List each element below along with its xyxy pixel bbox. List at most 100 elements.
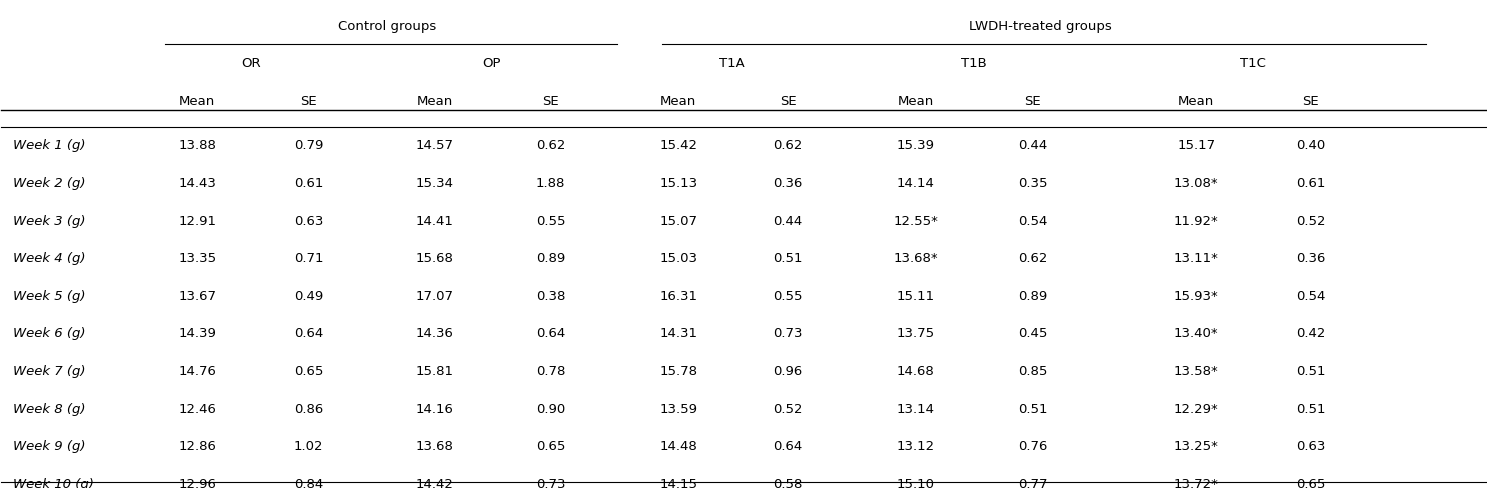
Text: 0.54: 0.54 xyxy=(1019,214,1048,227)
Text: 0.61: 0.61 xyxy=(1295,177,1325,189)
Text: 12.96: 12.96 xyxy=(178,477,216,488)
Text: 0.36: 0.36 xyxy=(773,177,803,189)
Text: 15.11: 15.11 xyxy=(897,289,935,302)
Text: 13.11*: 13.11* xyxy=(1173,252,1219,264)
Text: 15.17: 15.17 xyxy=(1178,139,1215,152)
Text: 15.81: 15.81 xyxy=(416,364,454,377)
Text: T1B: T1B xyxy=(961,57,986,70)
Text: 0.71: 0.71 xyxy=(294,252,323,264)
Text: 0.58: 0.58 xyxy=(773,477,803,488)
Text: 14.41: 14.41 xyxy=(416,214,454,227)
Text: 0.84: 0.84 xyxy=(294,477,323,488)
Text: 0.64: 0.64 xyxy=(773,439,803,452)
Text: 15.13: 15.13 xyxy=(659,177,697,189)
Text: 15.10: 15.10 xyxy=(897,477,935,488)
Text: Week 8 (g): Week 8 (g) xyxy=(13,402,86,415)
Text: 15.39: 15.39 xyxy=(897,139,935,152)
Text: Week 1 (g): Week 1 (g) xyxy=(13,139,86,152)
Text: 14.14: 14.14 xyxy=(897,177,935,189)
Text: 0.36: 0.36 xyxy=(1295,252,1325,264)
Text: 14.39: 14.39 xyxy=(178,326,216,340)
Text: 0.35: 0.35 xyxy=(1019,177,1048,189)
Text: 0.85: 0.85 xyxy=(1019,364,1048,377)
Text: 14.42: 14.42 xyxy=(416,477,454,488)
Text: 0.89: 0.89 xyxy=(1019,289,1047,302)
Text: 0.44: 0.44 xyxy=(1019,139,1047,152)
Text: 0.55: 0.55 xyxy=(535,214,565,227)
Text: Mean: Mean xyxy=(660,95,696,108)
Text: 14.16: 14.16 xyxy=(416,402,454,415)
Text: 14.15: 14.15 xyxy=(659,477,697,488)
Text: Week 5 (g): Week 5 (g) xyxy=(13,289,86,302)
Text: 0.62: 0.62 xyxy=(535,139,565,152)
Text: SE: SE xyxy=(543,95,559,108)
Text: 0.96: 0.96 xyxy=(773,364,803,377)
Text: 12.91: 12.91 xyxy=(178,214,216,227)
Text: 14.68: 14.68 xyxy=(897,364,934,377)
Text: 12.55*: 12.55* xyxy=(894,214,938,227)
Text: SE: SE xyxy=(300,95,317,108)
Text: 14.57: 14.57 xyxy=(416,139,454,152)
Text: 11.92*: 11.92* xyxy=(1173,214,1218,227)
Text: 0.44: 0.44 xyxy=(773,214,803,227)
Text: 13.58*: 13.58* xyxy=(1173,364,1218,377)
Text: 0.38: 0.38 xyxy=(535,289,565,302)
Text: 13.75: 13.75 xyxy=(897,326,935,340)
Text: 14.43: 14.43 xyxy=(178,177,216,189)
Text: 13.35: 13.35 xyxy=(178,252,217,264)
Text: 1.88: 1.88 xyxy=(535,177,565,189)
Text: 13.40*: 13.40* xyxy=(1173,326,1218,340)
Text: 0.51: 0.51 xyxy=(773,252,803,264)
Text: Week 7 (g): Week 7 (g) xyxy=(13,364,86,377)
Text: 13.25*: 13.25* xyxy=(1173,439,1219,452)
Text: 12.86: 12.86 xyxy=(178,439,216,452)
Text: SE: SE xyxy=(1025,95,1041,108)
Text: Week 10 (g): Week 10 (g) xyxy=(13,477,94,488)
Text: 0.62: 0.62 xyxy=(773,139,803,152)
Text: 0.76: 0.76 xyxy=(1019,439,1048,452)
Text: Mean: Mean xyxy=(416,95,454,108)
Text: 14.48: 14.48 xyxy=(659,439,697,452)
Text: 15.78: 15.78 xyxy=(659,364,697,377)
Text: 0.65: 0.65 xyxy=(294,364,323,377)
Text: 14.31: 14.31 xyxy=(659,326,697,340)
Text: 0.78: 0.78 xyxy=(535,364,565,377)
Text: 13.72*: 13.72* xyxy=(1173,477,1219,488)
Text: 0.64: 0.64 xyxy=(535,326,565,340)
Text: Week 3 (g): Week 3 (g) xyxy=(13,214,86,227)
Text: 0.89: 0.89 xyxy=(535,252,565,264)
Text: 13.68*: 13.68* xyxy=(894,252,938,264)
Text: Week 2 (g): Week 2 (g) xyxy=(13,177,86,189)
Text: 0.79: 0.79 xyxy=(294,139,323,152)
Text: 1.02: 1.02 xyxy=(294,439,323,452)
Text: 0.54: 0.54 xyxy=(1295,289,1325,302)
Text: 0.42: 0.42 xyxy=(1295,326,1325,340)
Text: Week 9 (g): Week 9 (g) xyxy=(13,439,86,452)
Text: 0.52: 0.52 xyxy=(773,402,803,415)
Text: 13.59: 13.59 xyxy=(659,402,697,415)
Text: 0.65: 0.65 xyxy=(535,439,565,452)
Text: 15.03: 15.03 xyxy=(659,252,697,264)
Text: 0.62: 0.62 xyxy=(1019,252,1048,264)
Text: 14.36: 14.36 xyxy=(416,326,454,340)
Text: 15.93*: 15.93* xyxy=(1173,289,1218,302)
Text: Week 4 (g): Week 4 (g) xyxy=(13,252,86,264)
Text: Mean: Mean xyxy=(1178,95,1215,108)
Text: 0.49: 0.49 xyxy=(294,289,323,302)
Text: 12.29*: 12.29* xyxy=(1173,402,1218,415)
Text: Mean: Mean xyxy=(898,95,934,108)
Text: 12.46: 12.46 xyxy=(178,402,216,415)
Text: 0.52: 0.52 xyxy=(1295,214,1325,227)
Text: Mean: Mean xyxy=(178,95,216,108)
Text: 0.51: 0.51 xyxy=(1295,364,1325,377)
Text: 0.51: 0.51 xyxy=(1019,402,1048,415)
Text: 13.68: 13.68 xyxy=(416,439,454,452)
Text: 0.77: 0.77 xyxy=(1019,477,1048,488)
Text: SE: SE xyxy=(1303,95,1319,108)
Text: 13.88: 13.88 xyxy=(178,139,216,152)
Text: LWDH-treated groups: LWDH-treated groups xyxy=(970,20,1112,33)
Text: Control groups: Control groups xyxy=(338,20,436,33)
Text: 13.12: 13.12 xyxy=(897,439,935,452)
Text: 15.42: 15.42 xyxy=(659,139,697,152)
Text: 17.07: 17.07 xyxy=(416,289,454,302)
